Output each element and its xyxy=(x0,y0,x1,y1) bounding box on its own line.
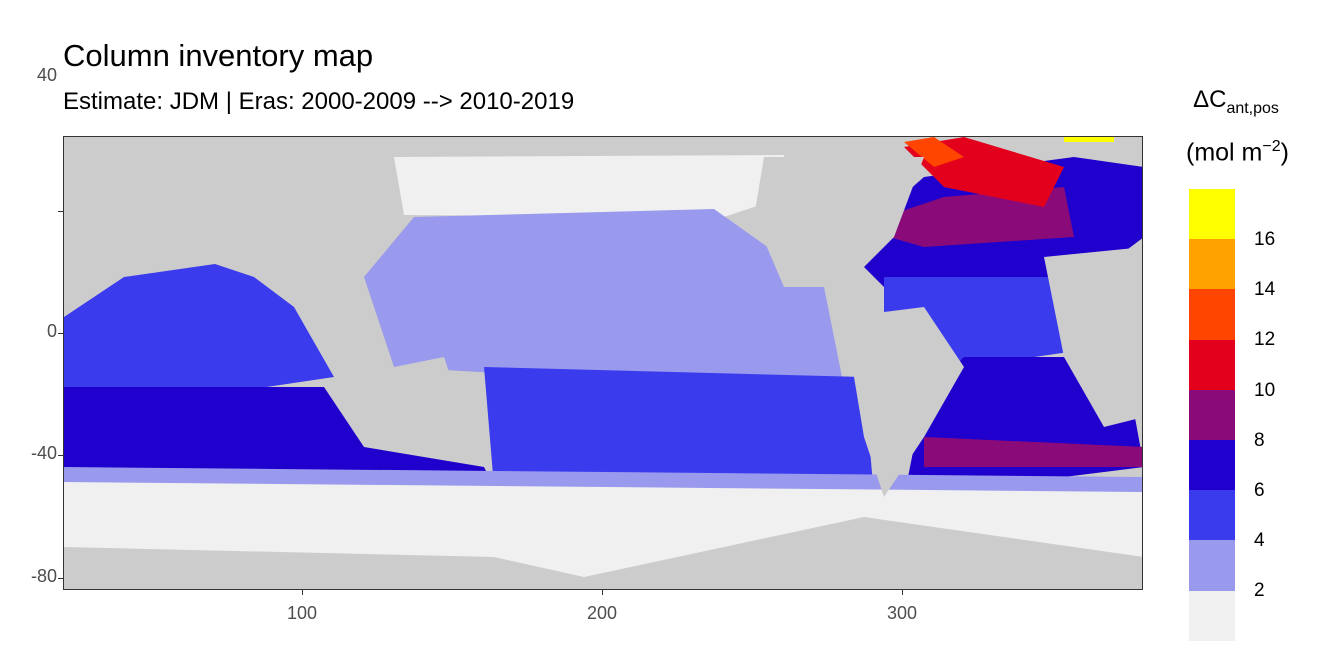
map-subtitle: Estimate: JDM | Eras: 2000-2009 --> 2010… xyxy=(63,88,575,115)
legend-label-8: 8 xyxy=(1254,430,1265,451)
legend-title: ΔCant,pos xyxy=(1176,86,1296,118)
y-tick-label-minus40: -40 xyxy=(30,443,57,463)
legend-colorbar xyxy=(1189,189,1235,641)
africa-land xyxy=(1044,247,1142,427)
north-pacific-region xyxy=(364,209,844,387)
y-tick-mark-minus80 xyxy=(58,578,63,579)
y-tick-mark-0 xyxy=(58,333,63,334)
south-pacific-region xyxy=(484,367,874,497)
eurasia-land xyxy=(64,157,394,297)
legend-title-main: ΔC xyxy=(1193,86,1227,113)
indian-ocean-region xyxy=(64,257,334,417)
south-atlantic-high-band xyxy=(924,437,1142,467)
legend-label-16: 16 xyxy=(1254,229,1276,250)
legend-label-12: 12 xyxy=(1254,329,1276,350)
y-tick-label-0: 0 xyxy=(46,321,57,341)
legend-swatch-12-14 xyxy=(1189,289,1235,340)
south-indian-band xyxy=(64,387,494,487)
legend-unit-close: ) xyxy=(1280,138,1289,167)
legend-label-4: 4 xyxy=(1254,530,1265,551)
north-pacific-light-zone xyxy=(394,155,784,217)
nordic-sea-peak xyxy=(1064,137,1114,142)
legend-label-6: 6 xyxy=(1254,480,1265,501)
legend-unit-sup: −2 xyxy=(1262,138,1281,155)
legend-swatch-0-2 xyxy=(1189,590,1235,641)
australia-land xyxy=(344,357,464,437)
legend-swatch-2-4 xyxy=(1189,540,1235,591)
x-tick-mark-300 xyxy=(902,590,903,595)
x-tick-label-300: 300 xyxy=(886,603,918,623)
north-america-land xyxy=(754,157,924,287)
ocean-map xyxy=(64,137,1142,589)
map-title: Column inventory map xyxy=(63,38,374,73)
legend-swatch-8-10 xyxy=(1189,389,1235,440)
legend-swatch-10-12 xyxy=(1189,339,1235,390)
y-tick-mark-minus40 xyxy=(58,455,63,456)
legend-title-sub: ant,pos xyxy=(1226,99,1279,117)
y-tick-label-minus80: -80 xyxy=(30,566,57,586)
labrador-sea-peak xyxy=(904,137,964,167)
legend-unit: (mol m−2) xyxy=(1186,138,1289,167)
y-tick-mark-40 xyxy=(58,211,63,212)
legend-swatch-14-16 xyxy=(1189,239,1235,290)
legend-label-14: 14 xyxy=(1254,279,1276,300)
south-america-land xyxy=(844,307,964,497)
legend-swatch-6-8 xyxy=(1189,439,1235,491)
legend-label-2: 2 xyxy=(1254,580,1265,601)
antarctica-land xyxy=(64,517,1142,589)
legend-label-10: 10 xyxy=(1254,380,1276,401)
x-tick-mark-200 xyxy=(602,590,603,595)
legend-swatch-16-plus xyxy=(1189,189,1235,240)
x-tick-mark-100 xyxy=(302,590,303,595)
y-tick-label-40: 40 xyxy=(36,65,57,85)
legend-unit-open: (mol m xyxy=(1186,138,1263,167)
legend-swatch-4-6 xyxy=(1189,490,1235,541)
x-tick-label-100: 100 xyxy=(286,603,318,623)
map-panel xyxy=(63,136,1143,590)
x-tick-label-200: 200 xyxy=(586,603,618,623)
